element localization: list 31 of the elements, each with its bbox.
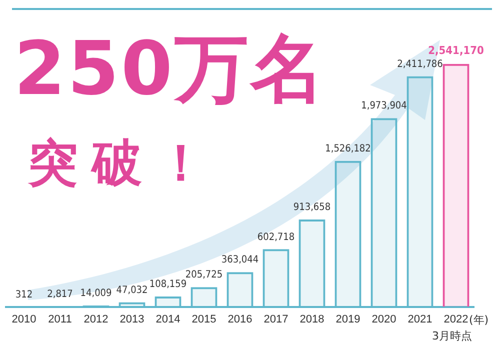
x-tick-label: 2012 (84, 313, 108, 326)
data-label: 2,817 (47, 289, 73, 300)
x-tick-label: 2013 (120, 313, 144, 326)
data-label: 2,541,170 (428, 44, 484, 58)
text: 3月時点 (432, 330, 472, 343)
data-label: 1,526,182 (325, 143, 371, 154)
x-tick-label: 2015 (192, 313, 216, 326)
x-tick-label: 2011 (48, 313, 72, 326)
data-label: 312 (15, 289, 33, 300)
data-label: 14,009 (80, 288, 112, 300)
annotation: 250万名 (14, 26, 326, 112)
data-label: 602,718 (257, 232, 295, 243)
x-tick-label: 2021 (408, 313, 432, 326)
x-axis-title: (年) (469, 314, 489, 327)
x-tick-label: 2019 (336, 313, 360, 326)
data-label: 1,973,904 (361, 100, 408, 112)
x-tick-label: 2020 (372, 313, 396, 326)
data-label: 913,658 (293, 202, 331, 214)
data-label: 2,411,786 (397, 58, 444, 70)
data-label: 205,725 (185, 270, 223, 281)
x-tick-label: 2018 (300, 313, 324, 326)
x-tick-label: 2010 (12, 313, 36, 326)
x-tick-label: 2017 (264, 313, 288, 326)
x-tick-label: 2022 (444, 313, 468, 326)
annotation: 突破！ (28, 134, 220, 192)
data-label: 363,044 (221, 254, 259, 266)
bar (442, 64, 470, 307)
data-label: 47,032 (116, 284, 148, 296)
data-label: 108,159 (149, 279, 187, 290)
x-tick-label: 2014 (156, 313, 180, 326)
x-tick-label: 2016 (228, 313, 252, 326)
